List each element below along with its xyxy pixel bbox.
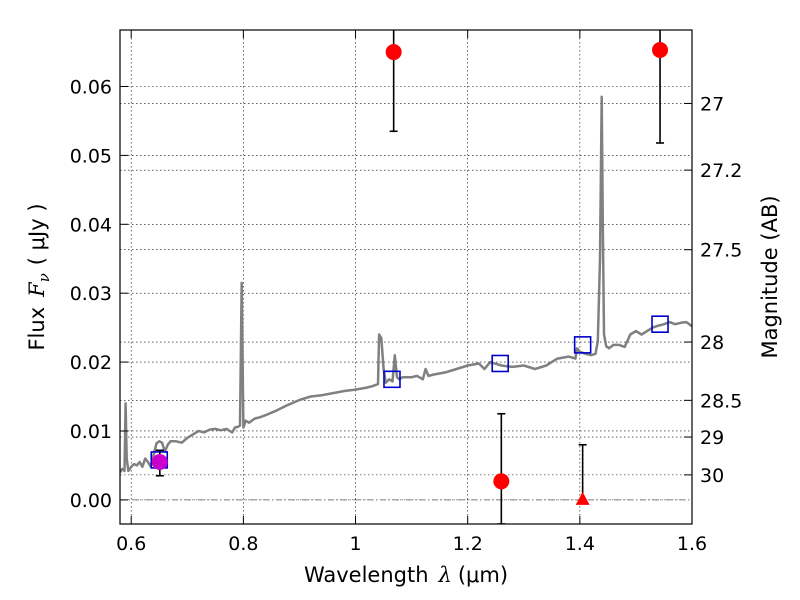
observed-flux-point bbox=[493, 473, 510, 490]
magnitude-tick-label: 27.2 bbox=[700, 160, 742, 182]
right-axis-title: Magnitude (AB) bbox=[758, 195, 782, 358]
y-tick-label: 0.05 bbox=[70, 145, 112, 167]
upper-limit-triangle bbox=[575, 491, 590, 505]
magnitude-tick-label: 27.5 bbox=[700, 240, 742, 262]
x-tick-label: 1.2 bbox=[453, 533, 483, 555]
y-tick-label: 0.01 bbox=[70, 421, 112, 443]
magnitude-tick-label: 28.5 bbox=[700, 390, 742, 412]
model-photometry-square bbox=[383, 370, 401, 389]
y-axis-title: FluxFν( μJy ) bbox=[25, 203, 53, 350]
magnitude-tick-label: 27 bbox=[700, 93, 724, 115]
x-tick-label: 0.6 bbox=[116, 533, 146, 555]
plot-frame bbox=[119, 29, 693, 525]
model-photometry-square bbox=[573, 336, 592, 354]
magnitude-tick-label: 29 bbox=[700, 427, 724, 449]
y-tick-label: 0.03 bbox=[70, 283, 112, 305]
magnitude-tick-label: 30 bbox=[700, 465, 724, 487]
model-photometry-square bbox=[651, 315, 669, 333]
y-tick-label: 0.02 bbox=[70, 352, 112, 374]
plot-area bbox=[120, 30, 692, 524]
model-photometry-square bbox=[491, 354, 510, 373]
axes: 0.6 0.8 1 1.2 1.4 1.6 0.00 0.01 0.02 0.03 0.04 0.05… bbox=[70, 30, 742, 555]
y-tick-label: 0.06 bbox=[70, 76, 112, 98]
x-tick-label: 1.6 bbox=[677, 533, 707, 555]
observed-flux-point bbox=[385, 44, 402, 61]
observed-flux-point bbox=[652, 41, 669, 58]
x-axis-title: Wavelength λ (μm) bbox=[304, 563, 508, 587]
x-tick-label: 0.8 bbox=[228, 533, 258, 555]
x-tick-label: 1 bbox=[349, 533, 361, 555]
y-tick-label: 0.00 bbox=[70, 490, 112, 512]
model-sed-line bbox=[120, 95, 692, 473]
magnitude-tick-label: 28 bbox=[700, 332, 724, 354]
y-tick-label: 0.04 bbox=[70, 214, 112, 236]
observed-flux-point bbox=[151, 453, 168, 470]
x-tick-label: 1.4 bbox=[565, 533, 595, 555]
